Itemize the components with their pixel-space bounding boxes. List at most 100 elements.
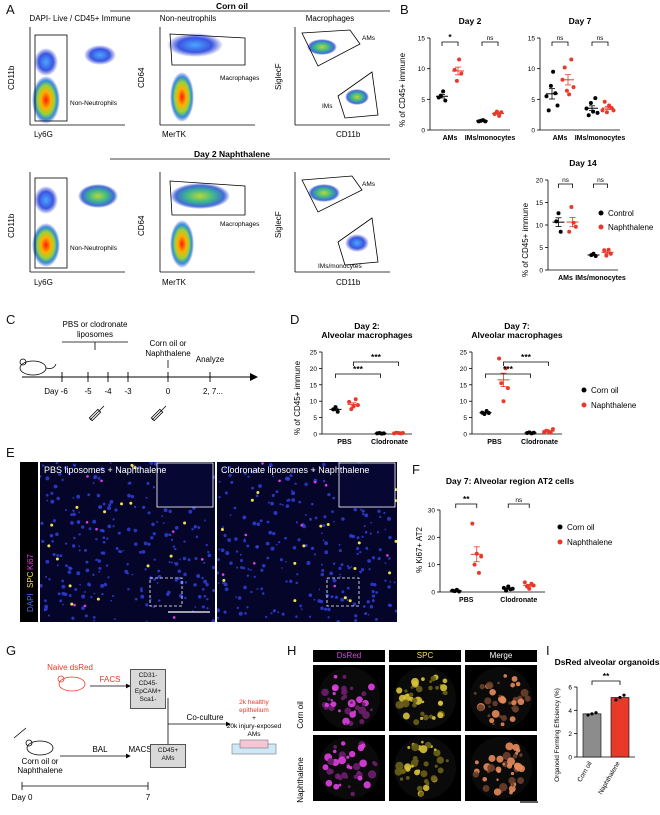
ki67-cell — [83, 604, 87, 608]
nucleus — [51, 539, 55, 543]
spc-cell — [146, 564, 150, 568]
nucleus — [106, 537, 109, 540]
inset-box — [156, 462, 214, 508]
nucleus — [327, 616, 330, 619]
b-day2-ytick-label: 5 — [421, 97, 425, 104]
b-day7-title: Day 7 — [569, 16, 592, 26]
nucleus — [260, 587, 264, 591]
nucleus — [387, 603, 391, 607]
nucleus — [270, 501, 274, 506]
nucleus — [56, 564, 59, 567]
col-title-3: Macrophages — [306, 14, 354, 23]
h-organoid — [400, 768, 407, 774]
nucleus — [152, 486, 156, 489]
b-day2-ytick-label: 10 — [418, 66, 426, 73]
nucleus — [375, 591, 379, 594]
nucleus — [184, 581, 188, 584]
h-organoid — [499, 782, 508, 792]
nucleus — [306, 561, 311, 565]
nucleus — [361, 509, 365, 513]
d-day2-category-label: PBS — [337, 439, 352, 446]
h-organoid — [399, 777, 404, 781]
h-organoid — [473, 691, 477, 695]
nucleus — [112, 525, 115, 528]
nucleus — [255, 545, 259, 549]
b-day2-sig-bracket — [481, 41, 499, 46]
b-day2-point — [457, 57, 462, 62]
nucleus — [70, 521, 74, 525]
nucleus — [250, 590, 253, 594]
nucleus — [174, 547, 177, 551]
nucleus — [379, 515, 382, 518]
h-organoid — [517, 764, 521, 768]
nucleus — [45, 575, 48, 578]
nucleus — [45, 493, 49, 497]
nucleus — [377, 509, 381, 513]
nucleus — [244, 612, 247, 615]
nucleus — [389, 581, 392, 583]
legend-naph: Naphthalene — [608, 223, 654, 232]
nucleus — [87, 493, 91, 497]
gate-non-neutrophils-1: Non-Neutrophils — [70, 100, 118, 107]
h-organoid — [422, 714, 429, 721]
h-organoid — [398, 703, 404, 709]
i-point — [618, 695, 622, 700]
i-point — [622, 693, 626, 697]
d-day2-point — [353, 397, 358, 402]
b-day2-sig-label: ns — [487, 35, 495, 42]
svg-text:2k healthy: 2k healthy — [239, 699, 269, 706]
gate-ams-1: AMs — [362, 35, 376, 42]
panel-letter-a: A — [6, 2, 15, 17]
nucleus — [131, 573, 134, 576]
roi-box — [149, 577, 183, 607]
nucleus — [170, 538, 174, 541]
nucleus — [229, 514, 232, 516]
spc-cell — [55, 557, 59, 561]
nucleus — [329, 571, 334, 576]
nucleus — [92, 615, 96, 619]
h-organoid — [333, 674, 338, 679]
h-organoid — [492, 700, 498, 707]
nucleus — [281, 503, 284, 506]
nucleus — [243, 539, 247, 543]
nucleus — [168, 509, 172, 514]
spc-cell — [68, 584, 72, 588]
nucleus — [72, 463, 77, 467]
nucleus — [98, 570, 101, 573]
nucleus — [275, 490, 279, 494]
d-day7-point — [505, 386, 510, 391]
nucleus — [243, 471, 247, 475]
h-organoid — [436, 756, 444, 764]
nucleus — [261, 592, 265, 595]
h-organoid — [338, 756, 346, 765]
x-axis-ly6g-2: Ly6G — [34, 278, 53, 287]
ki67-cell — [300, 523, 304, 527]
nucleus — [247, 568, 250, 571]
nucleus — [304, 482, 308, 487]
b-day7-point — [595, 110, 600, 115]
h-organoid — [496, 778, 499, 781]
nucleus — [126, 572, 129, 575]
h-organoid — [487, 714, 491, 718]
nucleus — [110, 599, 113, 602]
b-day7-point — [567, 92, 572, 97]
svg-text:Corn oil or: Corn oil or — [22, 757, 59, 766]
nucleus — [109, 499, 114, 504]
h-organoid — [357, 775, 363, 781]
h-organoid — [338, 709, 341, 713]
d-legend-corn: Corn oil — [591, 386, 619, 395]
h-organoid — [412, 755, 418, 762]
d-day2-title: Alveolar macrophages — [321, 330, 412, 340]
nucleus — [134, 597, 138, 601]
col-title-2: Non-neutrophils — [160, 14, 216, 23]
nucleus — [81, 606, 85, 610]
f-point — [470, 521, 475, 526]
spc-cell — [293, 599, 297, 603]
h-organoid — [347, 785, 351, 789]
f-ytick-label: 30 — [428, 508, 436, 515]
svg-text:epithelium: epithelium — [239, 707, 269, 714]
nucleus — [234, 537, 238, 541]
panel-letter-h: H — [287, 643, 297, 658]
nucleus — [240, 559, 244, 563]
h-organoid — [363, 781, 371, 789]
